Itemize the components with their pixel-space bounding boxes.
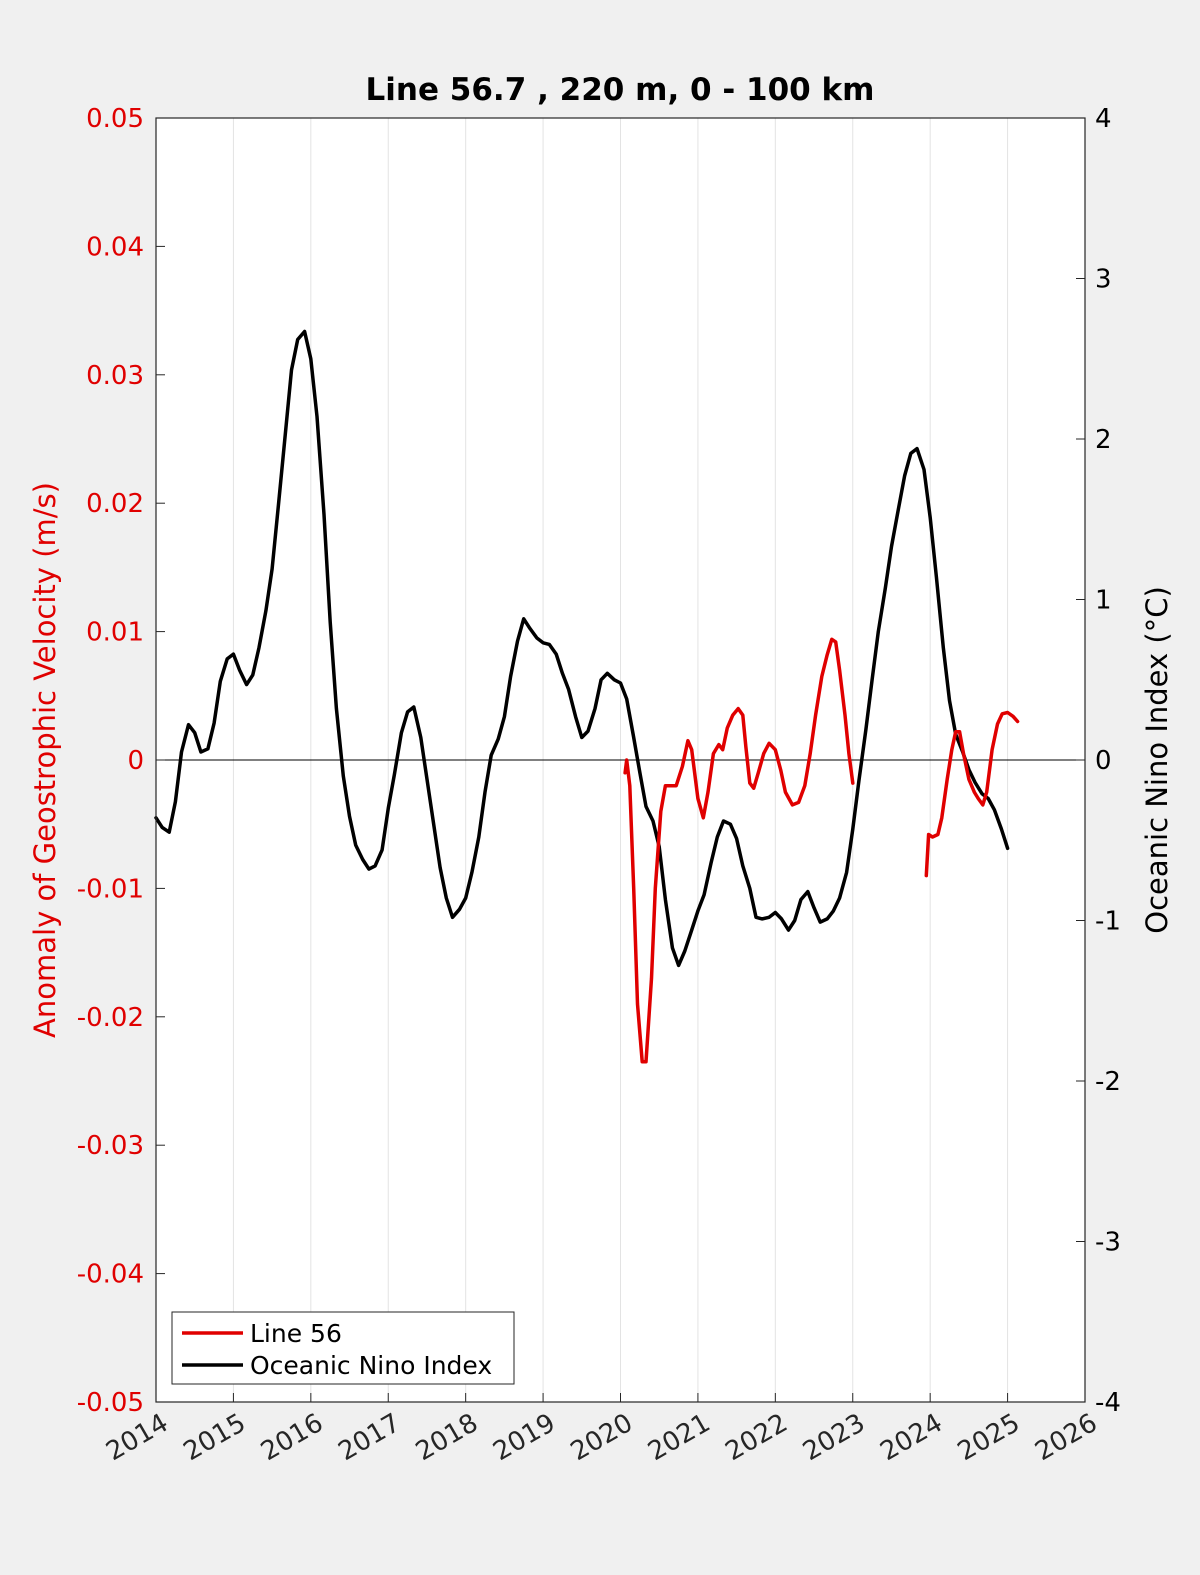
legend: Line 56 Oceanic Nino Index <box>171 1311 515 1385</box>
y2-tick-label--2: -2 <box>1095 1067 1121 1097</box>
legend-label-oni: Oceanic Nino Index <box>250 1351 492 1380</box>
y-tick-label-0.03: 0.03 <box>86 361 144 391</box>
series-layer <box>154 329 1020 1064</box>
legend-box <box>171 1311 515 1385</box>
y-tick-label--0.03: -0.03 <box>77 1131 144 1161</box>
series-line-line56-segment-2 <box>924 710 1020 878</box>
y-tick-label-0.04: 0.04 <box>86 232 144 262</box>
series-line-line56-segment-1 <box>623 637 855 1064</box>
y-tick-label--0.05: -0.05 <box>77 1388 144 1418</box>
y-tick-label-0: 0 <box>127 746 144 776</box>
y2-tick-label-3: 3 <box>1095 265 1112 295</box>
right-y-axis-ticks: 4 3 2 1 0 -1 -2 -3 -4 <box>1076 104 1121 1418</box>
right-y-axis-label: Oceanic Nino Index (°C) <box>1140 586 1174 934</box>
y2-tick-label-4: 4 <box>1095 104 1112 134</box>
y-tick-label--0.01: -0.01 <box>77 874 144 904</box>
y-tick-label--0.04: -0.04 <box>77 1260 144 1290</box>
y2-tick-label--3: -3 <box>1095 1228 1121 1258</box>
y2-tick-label--4: -4 <box>1095 1388 1121 1418</box>
left-y-axis-ticks: 0.05 0.04 0.03 0.02 0.01 0 -0.01 -0.02 -0.03 -0.0… <box>77 104 165 1418</box>
left-y-axis-label: Anomaly of Geostrophic Velocity (m/s) <box>28 482 62 1038</box>
y2-tick-label-0: 0 <box>1095 746 1112 776</box>
y-tick-label-0.05: 0.05 <box>86 104 144 134</box>
y-tick-label--0.02: -0.02 <box>77 1003 144 1033</box>
y2-tick-label-2: 2 <box>1095 425 1112 455</box>
y-tick-label-0.01: 0.01 <box>86 618 144 648</box>
y2-tick-label-1: 1 <box>1095 586 1112 616</box>
series-line-oceanic-nino-index <box>154 329 1010 968</box>
y-tick-label-0.02: 0.02 <box>86 489 144 519</box>
legend-label-line56: Line 56 <box>250 1319 342 1348</box>
chart-title: Line 56.7 , 220 m, 0 - 100 km <box>366 72 875 108</box>
y2-tick-label--1: -1 <box>1095 907 1121 937</box>
